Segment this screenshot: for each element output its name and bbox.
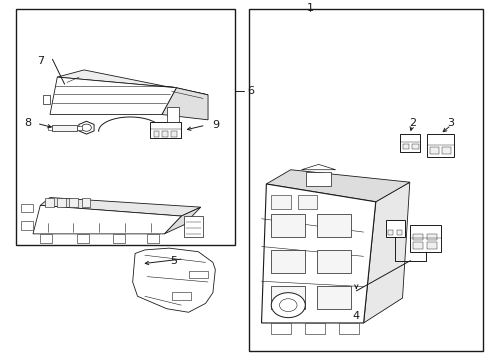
Bar [16, 9, 234, 244]
Bar [412, 242, 422, 249]
Bar [45, 198, 54, 207]
Polygon shape [40, 198, 201, 216]
Bar [317, 285, 351, 309]
Bar [317, 214, 351, 238]
Text: 6: 6 [246, 86, 253, 96]
Text: 3: 3 [447, 118, 454, 129]
Bar [297, 195, 317, 209]
Bar [171, 292, 191, 300]
Bar [188, 271, 207, 278]
Circle shape [279, 299, 296, 311]
Bar [113, 234, 125, 243]
Circle shape [271, 293, 305, 318]
Bar [402, 144, 408, 149]
Polygon shape [33, 205, 181, 234]
Polygon shape [132, 248, 215, 312]
Bar [305, 323, 324, 334]
Bar [429, 147, 438, 154]
Text: 7: 7 [37, 56, 44, 66]
Text: 8: 8 [24, 118, 32, 129]
Bar [149, 122, 181, 138]
Bar [57, 198, 66, 207]
Text: 9: 9 [211, 120, 219, 130]
Polygon shape [57, 70, 207, 95]
Polygon shape [79, 121, 94, 134]
Bar [21, 204, 33, 212]
Bar [385, 220, 404, 238]
Bar [271, 214, 305, 238]
Bar [162, 131, 168, 136]
Polygon shape [164, 207, 201, 234]
Bar [81, 198, 90, 207]
Polygon shape [162, 88, 207, 120]
Text: 1: 1 [306, 3, 313, 13]
Bar [441, 147, 450, 154]
Bar [426, 134, 453, 157]
Bar [147, 234, 159, 243]
Bar [153, 131, 159, 136]
Bar [77, 126, 81, 130]
Text: 2: 2 [408, 118, 415, 129]
Polygon shape [363, 182, 409, 323]
Bar [317, 250, 351, 273]
Bar [399, 134, 419, 152]
Polygon shape [261, 184, 375, 323]
Polygon shape [266, 170, 409, 202]
Bar [249, 9, 482, 351]
Bar [77, 234, 89, 243]
Text: 4: 4 [352, 311, 359, 321]
Bar [387, 230, 392, 235]
Bar [271, 195, 290, 209]
Bar [166, 107, 179, 122]
Bar [411, 144, 418, 149]
Bar [271, 250, 305, 273]
Bar [412, 234, 422, 240]
Bar [426, 234, 436, 240]
Bar [396, 230, 401, 235]
Bar [183, 216, 203, 238]
Polygon shape [52, 125, 77, 131]
Bar [426, 242, 436, 249]
Polygon shape [301, 165, 335, 170]
Bar [40, 234, 52, 243]
Bar [339, 323, 358, 334]
Bar [271, 323, 290, 334]
Bar [69, 198, 78, 207]
Bar [409, 225, 441, 252]
Bar [47, 126, 52, 130]
Circle shape [81, 124, 91, 131]
Bar [21, 221, 33, 230]
Polygon shape [50, 77, 176, 114]
Bar [271, 285, 305, 309]
Bar [306, 171, 330, 186]
Polygon shape [42, 95, 50, 104]
Text: 5: 5 [170, 256, 177, 266]
Bar [171, 131, 177, 136]
